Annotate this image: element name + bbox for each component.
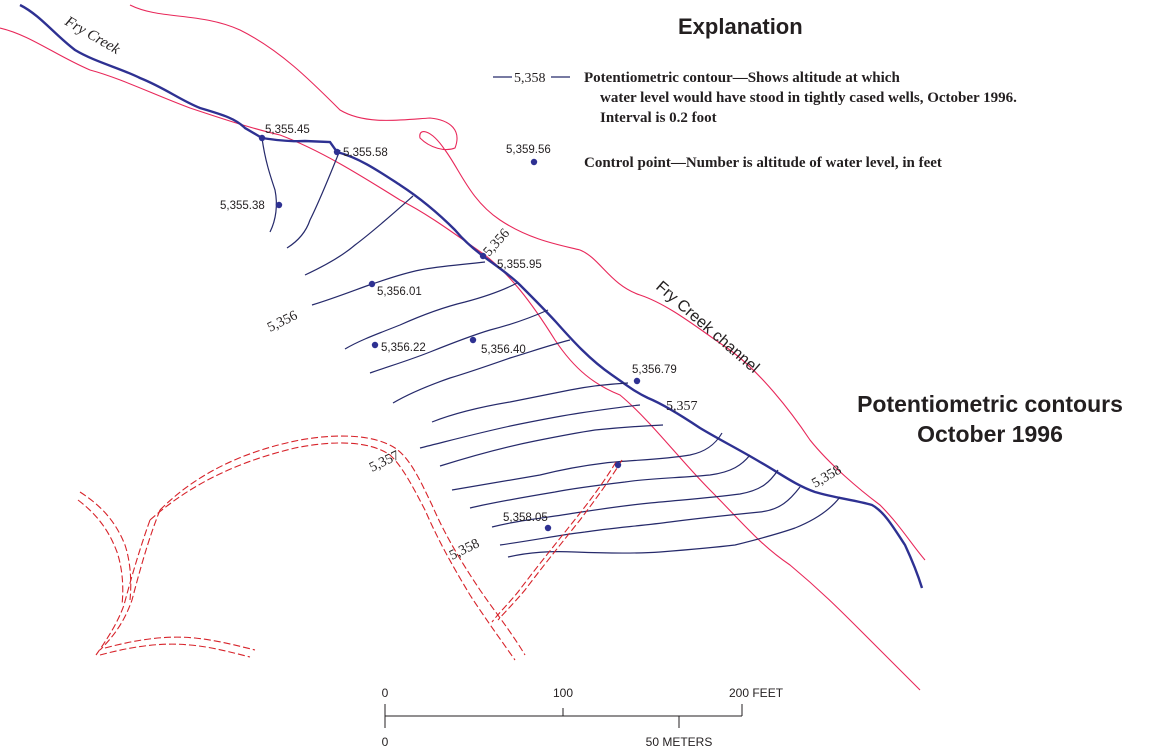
legend-control-point [530,158,538,166]
contour-line [507,496,841,558]
contour-lines [261,137,841,558]
control-point-label: 5,356.40 [481,344,526,356]
contour-line [286,149,341,249]
control-point [479,252,487,260]
contour-line [439,424,664,467]
contour-value-label: 5,357 [666,399,698,414]
contour-value-label: 5,356 [265,308,300,335]
dashed-feature-line [497,459,623,621]
dashed-feature-line [95,519,151,656]
channel-bank-north [129,4,926,561]
control-point [258,134,266,142]
contour-line [261,137,277,233]
legend-title: Explanation [678,14,803,39]
map-title: Potentiometric contours October 1996 [857,391,1123,447]
control-point-label: 5,356.79 [632,364,677,376]
control-point-label: 5,355.38 [220,200,265,212]
dashed-feature-line [104,636,256,651]
dashed-features [77,435,623,661]
contour-line [419,404,641,449]
legend-contour-text-2: water level would have stood in tightly … [600,90,1017,106]
control-point [275,201,283,209]
control-points: 5,355.45 5,355.58 5,355.38 5,355.95 5,35… [220,124,677,532]
contour-line [499,486,801,546]
control-point-label: 5,356.22 [381,342,426,354]
map-title-line2: October 1996 [917,421,1063,447]
legend-control-value: 5,359.56 [506,144,551,156]
scale-feet-100: 100 [553,686,573,700]
map-title-line1: Potentiometric contours [857,391,1123,417]
legend: Explanation 5,358 Potentiometric contour… [493,14,1017,171]
control-point-label: 5,355.58 [343,147,388,159]
dashed-feature-line [99,509,161,651]
contour-line [469,454,751,509]
dashed-feature-line [79,491,132,601]
dashed-feature-line [77,499,124,606]
dashed-feature-line [159,435,526,656]
legend-contour-text-1: Potentiometric contour—Shows altitude at… [584,70,900,86]
dashed-feature-line [99,643,251,658]
scale-meters-0: 0 [382,735,389,749]
control-point-label: 5,355.45 [265,124,310,136]
control-point [469,336,477,344]
scale-feet-0: 0 [382,686,389,700]
control-point-label: 5,356.01 [377,286,422,298]
control-point [368,280,376,288]
contour-line [491,469,779,528]
contour-line [451,432,723,491]
control-point [333,148,341,156]
control-point [544,524,552,532]
contour-line [311,261,486,306]
dashed-feature-line [149,442,516,661]
scale-feet-200: 200 FEET [729,686,784,700]
control-point [371,341,379,349]
contour-line [369,309,549,374]
control-point-label: 5,355.95 [497,259,542,271]
fry-creek-line [19,3,924,589]
scale-meters-50: 50 METERS [646,735,713,749]
control-point [633,377,641,385]
contour-value-label: 5,357 [367,448,402,475]
legend-contour-value: 5,358 [514,71,546,86]
contour-value-label: 5,358 [447,536,482,563]
scale-bar: 0 100 200 FEET 0 50 METERS [382,686,784,749]
contour-value-label: 5,356 [481,226,513,259]
contour-line [392,339,571,404]
contour-line [344,282,518,350]
channel-bank-south [0,27,921,691]
contour-value-labels: 5,356 5,356 5,357 5,357 5,358 5,358 [265,226,844,563]
channel-label: Fry Creek channel [652,278,762,377]
legend-contour-text-3: Interval is 0.2 foot [600,110,717,126]
contour-line [304,195,414,276]
control-point-label: 5,358.05 [503,512,548,524]
dashed-feature-line [491,461,617,623]
legend-control-text: Control point—Number is altitude of wate… [584,155,942,171]
contour-value-label: 5,358 [810,463,845,492]
contour-line [431,382,629,423]
control-point [614,461,622,469]
creek-label: Fry Creek [61,13,123,58]
